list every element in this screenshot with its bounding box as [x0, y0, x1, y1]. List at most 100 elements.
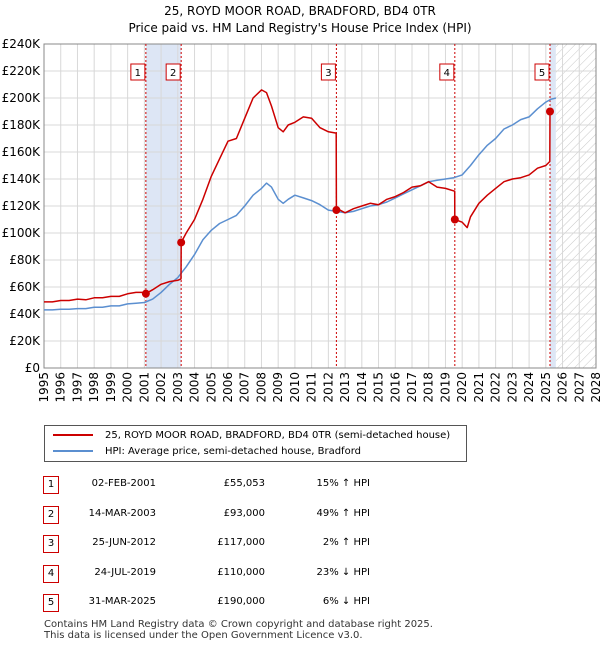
y-tick-label: £80K	[9, 253, 41, 267]
x-tick-label: 2017	[405, 372, 419, 403]
plot-frame	[43, 43, 597, 369]
sale-hpi-change: 23% ↓ HPI	[316, 567, 370, 578]
y-tick-label: £60K	[9, 280, 41, 294]
x-tick-label: 1995	[37, 372, 51, 403]
x-tick-label: 2002	[154, 372, 168, 403]
sale-point	[141, 289, 150, 298]
x-tick-label: 2015	[372, 372, 386, 403]
sale-number-badge: 5	[43, 594, 59, 612]
sale-row: 4 24-JUL-2019 £110,000 23% ↓ HPI	[0, 561, 600, 589]
footer-licence: This data is licensed under the Open Gov…	[44, 630, 363, 641]
sale-price: £190,000	[217, 596, 265, 607]
x-tick-label: 2016	[388, 372, 402, 403]
x-tick-label: 2000	[121, 372, 135, 403]
x-tick-label: 2022	[489, 372, 503, 403]
sale-date: 02-FEB-2001	[91, 478, 156, 489]
footer-copyright: Contains HM Land Registry data © Crown c…	[44, 619, 433, 630]
legend-hpi-label: HPI: Average price, semi-detached house,…	[105, 446, 361, 457]
x-tick-label: 2006	[221, 372, 235, 403]
x-tick-label: 2011	[305, 372, 319, 403]
y-tick-label: £140K	[2, 172, 42, 186]
y-tick-label: £240K	[2, 37, 42, 51]
sale-price: £93,000	[223, 508, 265, 519]
sale-date: 14-MAR-2003	[88, 508, 156, 519]
x-tick-label: 2018	[422, 372, 436, 403]
sale-number-badge: 1	[43, 476, 59, 494]
sale-price: £110,000	[217, 567, 265, 578]
legend-item-hpi: HPI: Average price, semi-detached house,…	[53, 446, 361, 457]
x-tick-label: 1997	[70, 372, 84, 403]
x-tick-label: 1996	[54, 372, 68, 403]
x-tick-label: 2003	[171, 372, 185, 403]
sale-label-text: 1	[135, 68, 141, 79]
chart-subtitle: Price paid vs. HM Land Registry's House …	[128, 21, 472, 35]
sale-label-box	[165, 63, 181, 81]
sale-date: 25-JUN-2012	[92, 537, 156, 548]
y-tick-label: £0	[25, 361, 40, 375]
sale-label-box	[320, 63, 336, 81]
x-tick-label: 2019	[438, 372, 452, 403]
price-chart: £0 £20K £40K £60K £80K £100K £120K £140K £160K £1…	[2, 37, 600, 403]
y-tick-label: £100K	[2, 226, 42, 240]
sale-point	[450, 215, 459, 224]
x-tick-label: 2024	[522, 372, 536, 403]
sale-row: 1 02-FEB-2001 £55,053 15% ↑ HPI	[0, 472, 600, 500]
sale-row: 5 31-MAR-2025 £190,000 6% ↓ HPI	[0, 590, 600, 618]
chart-title: 25, ROYD MOOR ROAD, BRADFORD, BD4 0TR	[164, 4, 436, 18]
sale-point	[332, 206, 341, 215]
x-tick-label: 2028	[589, 372, 600, 403]
sale-label-text: 3	[325, 68, 331, 79]
sale-label-box	[130, 63, 146, 81]
sale-hpi-change: 6% ↓ HPI	[322, 596, 370, 607]
y-tick-label: £40K	[9, 307, 41, 321]
sale-row: 3 25-JUN-2012 £117,000 2% ↑ HPI	[0, 531, 600, 559]
legend-item-property: 25, ROYD MOOR ROAD, BRADFORD, BD4 0TR (s…	[53, 430, 450, 441]
sale-hpi-change: 15% ↑ HPI	[316, 478, 370, 489]
sale-hpi-change: 2% ↑ HPI	[322, 537, 370, 548]
x-tick-label: 2025	[539, 372, 553, 403]
sale-price: £117,000	[217, 537, 265, 548]
sale-label-box	[439, 63, 455, 81]
x-tick-label: 2026	[556, 372, 570, 403]
x-tick-label: 2004	[188, 372, 202, 403]
sale-hpi-change: 49% ↑ HPI	[316, 508, 370, 519]
x-tick-label: 2023	[505, 372, 519, 403]
sale-row: 2 14-MAR-2003 £93,000 49% ↑ HPI	[0, 502, 600, 530]
x-tick-label: 2012	[321, 372, 335, 403]
sale-number-badge: 4	[43, 565, 59, 583]
sale-date: 24-JUL-2019	[94, 567, 156, 578]
y-tick-label: £120K	[2, 199, 42, 213]
hpi-line	[44, 97, 557, 311]
legend-property-label: 25, ROYD MOOR ROAD, BRADFORD, BD4 0TR (s…	[105, 430, 451, 441]
x-tick-label: 2005	[204, 372, 218, 403]
y-tick-label: £160K	[2, 145, 42, 159]
y-tick-label: £220K	[2, 64, 42, 78]
sale-number-badge: 2	[43, 506, 59, 524]
x-tick-label: 2008	[254, 372, 268, 403]
x-tick-label: 2010	[288, 372, 302, 403]
sale-point	[546, 107, 554, 116]
sale-point	[177, 238, 186, 247]
x-tick-label: 1999	[104, 372, 118, 403]
y-tick-label: £200K	[2, 91, 42, 105]
hpi-line-swatch	[53, 450, 93, 452]
sale-label-box	[534, 63, 550, 81]
y-tick-label: £20K	[9, 334, 41, 348]
x-tick-label: 2020	[455, 372, 469, 403]
x-tick-label: 1998	[87, 372, 101, 403]
footer-note: Contains HM Land Registry data © Crown c…	[44, 619, 433, 641]
sale-price: £55,053	[223, 478, 265, 489]
x-tick-label: 2009	[271, 372, 285, 403]
sale-label-text: 5	[539, 68, 545, 79]
x-tick-label: 2001	[137, 372, 151, 403]
y-tick-label: £180K	[2, 118, 42, 132]
sale-label-text: 4	[444, 68, 450, 79]
x-tick-label: 2027	[572, 372, 586, 403]
sale-label-text: 2	[170, 68, 176, 79]
chart-legend: 25, ROYD MOOR ROAD, BRADFORD, BD4 0TR (s…	[44, 425, 467, 462]
sale-number-badge: 3	[43, 535, 59, 553]
x-tick-label: 2014	[355, 372, 369, 403]
x-tick-label: 2021	[472, 372, 486, 403]
property-line-swatch	[53, 434, 93, 436]
sale-date: 31-MAR-2025	[88, 596, 156, 607]
